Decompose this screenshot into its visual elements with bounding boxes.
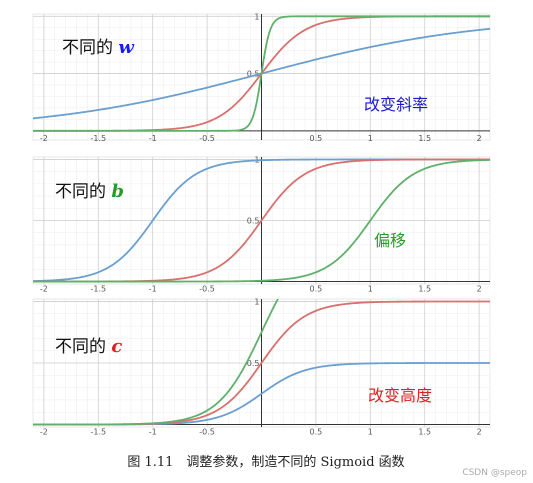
panel-annotation: 改变高度	[368, 386, 432, 405]
x-tick-label: -2	[40, 285, 48, 294]
x-tick-label: -0.5	[199, 134, 215, 143]
watermark: CSDN @speop	[462, 468, 527, 478]
y-tick-label: 0.5	[247, 359, 260, 368]
y-tick-label: 0.5	[247, 70, 260, 79]
x-tick-label: -2	[40, 428, 48, 437]
panel-c: -2 -1.5 -1 -0.5 0.5 1 1.5 2 0.5 1 不同的 c 改变高度	[32, 297, 491, 437]
x-tick-label: 2	[477, 428, 482, 437]
series-line-3	[33, 15, 490, 132]
x-tick-label: 0.5	[310, 428, 323, 437]
x-tick-label: -0.5	[199, 285, 215, 294]
x-tick-label: 2	[477, 285, 482, 294]
panel-annotation: 改变斜率	[364, 95, 428, 114]
x-tick-label: 0.5	[310, 285, 323, 294]
series-line-3	[33, 299, 279, 426]
x-tick-label: -1.5	[90, 428, 106, 437]
x-tick-label: 1	[368, 428, 373, 437]
x-tick-label: 1.5	[418, 134, 431, 143]
x-tick-label: 1.5	[418, 428, 431, 437]
x-tick-label: 1.5	[418, 285, 431, 294]
x-tick-label: -1.5	[90, 134, 106, 143]
panel-label: 不同的 c	[55, 336, 122, 357]
x-tick-label: -1.5	[90, 285, 106, 294]
x-tick-label: 2	[477, 134, 482, 143]
x-tick-label: -2	[40, 134, 48, 143]
panel-label: 不同的 b	[55, 181, 124, 202]
x-tick-label: 0.5	[310, 134, 323, 143]
figure-caption: 图 1.11 调整参数，制造不同的 Sigmoid 函数	[127, 454, 404, 470]
x-tick-label: 1	[368, 134, 373, 143]
panel-w: -2 -1.5 -1 -0.5 0.5 1 1.5 2 0.5 1 不同的 w 改变斜率	[32, 12, 491, 143]
panel-annotation: 偏移	[374, 231, 406, 250]
x-tick-label: -1	[149, 134, 157, 143]
x-tick-label: -1	[149, 285, 157, 294]
x-tick-label: -1	[149, 428, 157, 437]
y-tick-label: 1	[254, 297, 259, 306]
y-tick-label: 1	[254, 12, 259, 21]
y-tick-label: 0.5	[247, 217, 260, 226]
panel-label: 不同的 w	[62, 37, 135, 58]
x-tick-label: 1	[368, 285, 373, 294]
x-tick-label: -0.5	[199, 428, 215, 437]
series-line-3	[33, 159, 490, 283]
